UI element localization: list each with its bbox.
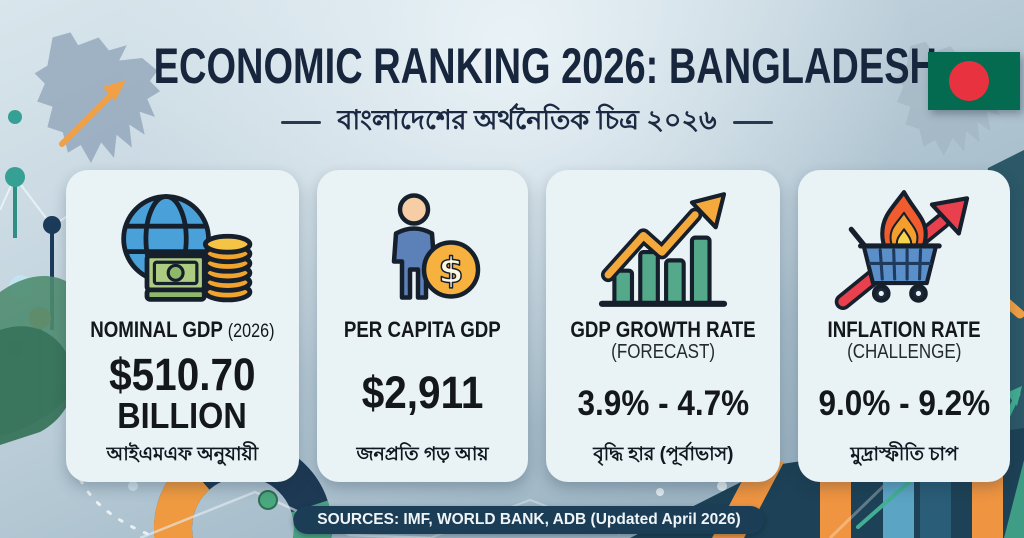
stat-cards-row: NOMINAL GDP (2026) $510.70 BILLION আইএমএ… [66, 170, 1011, 482]
person-dollar-icon: $ [348, 186, 498, 312]
card-inflation-rate: INFLATION RATE (CHALLENGE) 9.0% - 9.2% ম… [798, 170, 1011, 482]
card-value-area: $510.70 BILLION [101, 342, 264, 444]
card-caption-bengali: জনপ্রতি গড় আয় [356, 444, 489, 466]
map-silhouette-left [34, 32, 161, 163]
card-value-area: 3.9% - 4.7% [568, 363, 759, 444]
inflation-value: 9.0% - 9.2% [818, 384, 990, 424]
flag-red-circle [949, 61, 989, 101]
subtitle-dash-right [732, 121, 773, 124]
page-subtitle-bengali: বাংলাদেশের অর্থনৈতিক চিত্র ২০২৬ [337, 105, 717, 135]
card-title: NOMINAL GDP (2026) [90, 317, 275, 342]
card-title: PER CAPITA GDP [344, 317, 501, 342]
growth-chart-icon [583, 186, 743, 312]
subtitle-dash-left [281, 121, 322, 124]
nominal-gdp-unit: BILLION [117, 394, 248, 436]
per-capita-gdp-value: $2,911 [361, 367, 484, 419]
gdp-growth-value: 3.9% - 4.7% [577, 384, 750, 424]
card-caption-bengali: আইএমএফ অনুযায়ী [106, 444, 259, 466]
card-nominal-gdp: NOMINAL GDP (2026) $510.70 BILLION আইএমএ… [66, 170, 299, 482]
bangladesh-flag [928, 52, 1020, 110]
card-subtitle: (FORECAST) [611, 341, 716, 364]
trend-arrow-topleft [59, 80, 126, 147]
card-subtitle: (CHALLENGE) [847, 341, 962, 364]
nominal-gdp-value: $510.70 [109, 348, 256, 400]
card-caption-bengali: মুদ্রাস্ফীতি চাপ [850, 444, 958, 466]
card-title-suffix: (2026) [227, 321, 275, 342]
header: ECONOMIC RANKING 2026: BANGLADESH বাংলাদ… [0, 40, 1024, 145]
svg-text:$: $ [438, 251, 463, 292]
card-title: GDP GROWTH RATE [570, 317, 756, 342]
card-caption-bengali: বৃদ্ধি হার (পূর্বাভাস) [593, 444, 734, 466]
globe-money-icon [102, 186, 262, 312]
page-title-text: ECONOMIC RANKING 2026: BANGLADESH [153, 38, 937, 94]
card-value-area: 9.0% - 9.2% [809, 363, 1000, 444]
card-gdp-growth-rate: GDP GROWTH RATE (FORECAST) 3.9% - 4.7% ব… [546, 170, 781, 482]
card-title: INFLATION RATE [827, 317, 981, 342]
sources-badge: SOURCES: IMF, WORLD BANK, ADB (Updated A… [293, 506, 765, 534]
inflation-cart-icon [824, 186, 984, 312]
card-per-capita-gdp: $ PER CAPITA GDP $2,911 জনপ্রতি গড় আয় [316, 170, 529, 482]
subtitle-row: বাংলাদেশের অর্থনৈতিক চিত্র ২০২৬ [30, 100, 1024, 145]
page-title: ECONOMIC RANKING 2026: BANGLADESH [30, 40, 1024, 92]
card-value-area: $2,911 [355, 341, 490, 444]
